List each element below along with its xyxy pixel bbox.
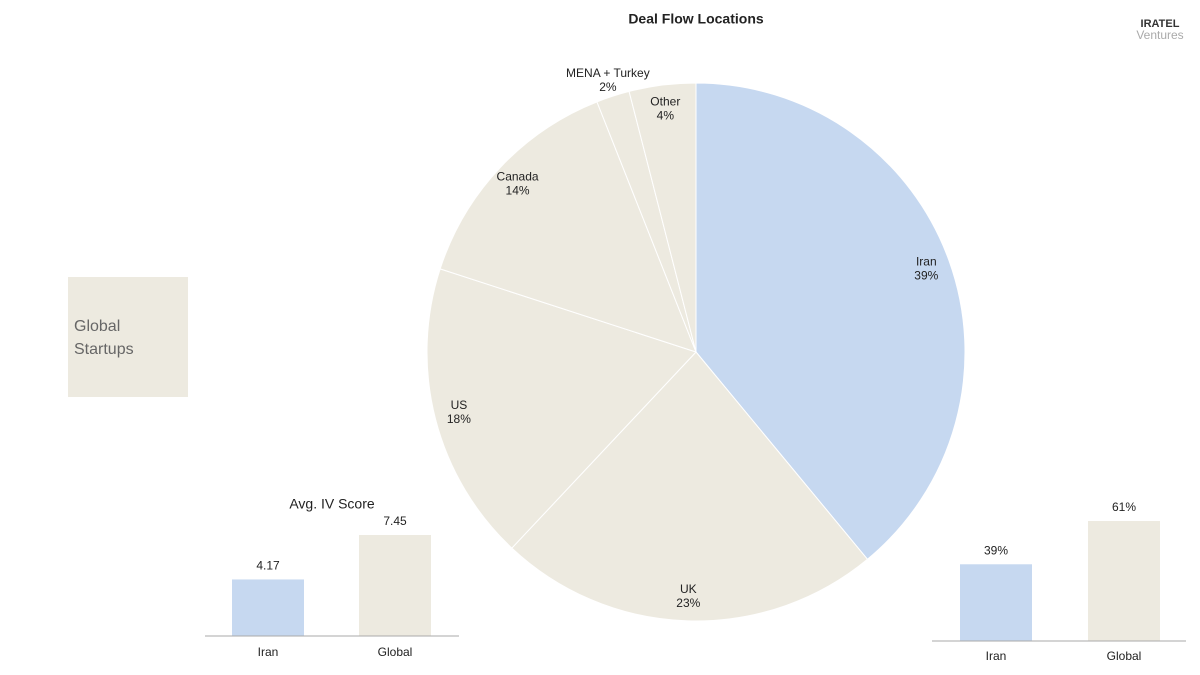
logo-tagline: Ventures	[1136, 28, 1183, 42]
slice-label: UK	[680, 582, 697, 596]
slice-label: MENA + Turkey	[566, 66, 650, 80]
logo-name: IRATEL	[1141, 18, 1180, 30]
slice-label: US	[451, 398, 468, 412]
slice-value-label: 18%	[447, 412, 471, 426]
x-tick-label: Global	[378, 645, 413, 659]
slice-value-label: 2%	[599, 80, 617, 94]
bar	[1088, 521, 1160, 641]
bar	[232, 579, 304, 636]
slice-value-label: 39%	[914, 268, 938, 282]
bar-value-label: 61%	[1112, 500, 1136, 514]
bar-value-label: 4.17	[256, 559, 280, 573]
x-tick-label: Iran	[258, 645, 279, 659]
pie-slice	[511, 351, 869, 622]
slice-value-label: 14%	[506, 184, 530, 198]
label-box: Global Startups	[68, 277, 188, 397]
bar-value-label: 39%	[984, 543, 1008, 557]
x-tick-label: Global	[1107, 649, 1142, 663]
pie-slice	[628, 82, 697, 353]
chart-title: Avg. IV Score	[289, 496, 375, 512]
slice-label: Canada	[497, 170, 539, 184]
label-box-text: Global Startups	[74, 318, 134, 358]
slice-label: Iran	[916, 254, 937, 268]
bar-value-label: 7.45	[383, 514, 407, 528]
slice-label: Other	[650, 94, 680, 108]
slice-value-label: 23%	[676, 596, 700, 610]
slice-value-label: 4%	[657, 108, 675, 122]
bar	[960, 564, 1032, 641]
chart-title: Deal Flow Locations	[628, 11, 764, 27]
pie-slice	[439, 101, 697, 353]
pie-slice	[426, 268, 697, 549]
pie-slice	[695, 82, 966, 560]
bar	[359, 535, 431, 636]
x-tick-label: Iran	[986, 649, 1007, 663]
